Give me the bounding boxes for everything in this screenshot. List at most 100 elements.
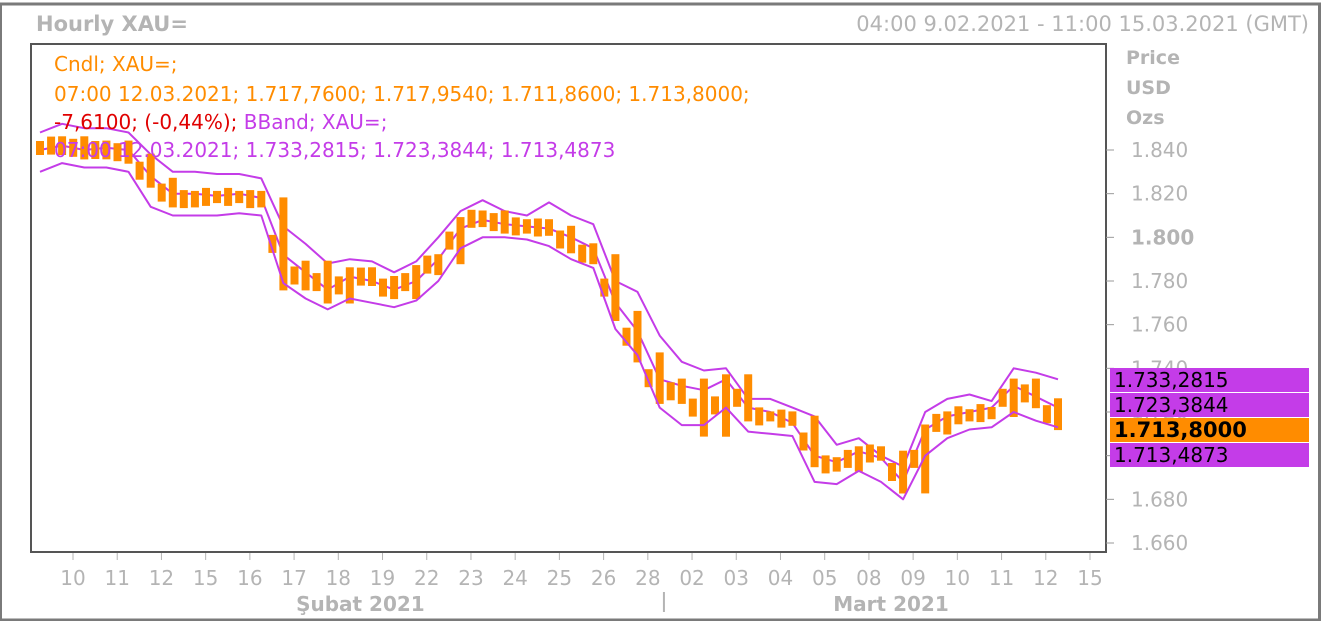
candle (733, 388, 742, 407)
candle-series (36, 136, 1062, 494)
y-tick-label: 1.840 (1131, 138, 1188, 162)
x-tick-label: 15 (1077, 566, 1102, 590)
candle (1054, 398, 1062, 431)
candle (777, 409, 786, 428)
candle (556, 230, 565, 249)
bband-upper-line (39, 122, 1059, 468)
x-tick-label: 22 (414, 566, 439, 590)
candle (80, 136, 89, 160)
legend-bband-values: 07:00 12.03.2021; 1.733,2815; 1.723,3844… (54, 138, 616, 162)
candle (157, 183, 166, 202)
candle (368, 267, 376, 286)
candle (179, 190, 188, 209)
candle (954, 406, 963, 425)
x-tick-label: 15 (193, 566, 218, 590)
y-tick-label: 1.680 (1131, 487, 1188, 511)
candle (334, 276, 343, 295)
x-tick-label: 08 (856, 566, 881, 590)
legend-cndl-name: Cndl; XAU=; (54, 52, 178, 76)
legend-bband-name: BBand; XAU=; (243, 110, 388, 134)
legend-change: -7,6100; (-0,44%); (54, 110, 238, 134)
candle (434, 254, 443, 276)
x-tick-label: 16 (237, 566, 262, 590)
x-tick-label: 10 (60, 566, 85, 590)
candle (699, 378, 708, 437)
candle (1042, 405, 1051, 424)
candle (412, 265, 421, 300)
x-tick-label: 25 (547, 566, 572, 590)
y-tick-label: 1.660 (1131, 531, 1188, 555)
x-tick-label: 24 (502, 566, 527, 590)
candle (998, 388, 1007, 407)
y-tick-label: 1.760 (1131, 313, 1188, 337)
candle (744, 374, 753, 422)
candle (821, 455, 830, 474)
month-label: Şubat 2021 (296, 592, 425, 616)
candle (633, 310, 642, 363)
x-tick-label: 10 (945, 566, 970, 590)
x-tick-label: 12 (1033, 566, 1058, 590)
y-tick-label: 1.820 (1131, 182, 1188, 206)
candle (711, 396, 719, 415)
candle (677, 378, 686, 404)
candle (146, 153, 155, 188)
date-range: 04:00 9.02.2021 - 11:00 15.03.2021 (GMT) (856, 12, 1309, 36)
axis-head-unit: Ozs (1126, 107, 1165, 129)
candle (224, 187, 233, 206)
bband-upper-series (39, 122, 1059, 468)
candle (622, 327, 631, 346)
candle (810, 415, 819, 468)
candle (478, 210, 487, 228)
bband-lower-series (39, 162, 1059, 501)
x-tick-label: 11 (104, 566, 129, 590)
candle (135, 161, 144, 180)
candle (69, 138, 78, 157)
x-tick-label: 28 (635, 566, 660, 590)
candle (611, 254, 620, 321)
candle (865, 444, 874, 463)
candle (1020, 384, 1029, 403)
candle (356, 267, 365, 286)
x-tick-label: 09 (900, 566, 925, 590)
candle (899, 450, 908, 494)
candle (910, 449, 919, 468)
candle (877, 446, 885, 461)
bband-lower-line (39, 162, 1059, 501)
candle (987, 407, 996, 420)
x-tick-label: 05 (812, 566, 837, 590)
candle (379, 278, 387, 297)
candle (345, 267, 354, 304)
candle (832, 457, 841, 472)
candle (655, 352, 664, 404)
candle (323, 260, 332, 304)
x-axis: 10 11 12 15 16 17 18 19 22 23 24 25 26 28 02 03 04 05 08 09… (60, 553, 1103, 616)
candle (500, 210, 509, 234)
candle (246, 190, 255, 209)
axis-head-price: Price (1126, 47, 1180, 69)
candle (113, 143, 122, 162)
candle (522, 219, 531, 234)
candle (190, 190, 199, 208)
candle (799, 432, 808, 451)
x-tick-label: 02 (679, 566, 704, 590)
candle (843, 449, 852, 468)
month-label: Mart 2021 (833, 592, 948, 616)
candle (279, 197, 288, 291)
candle (202, 187, 210, 206)
candle (489, 213, 498, 232)
candle (456, 217, 465, 265)
x-tick-label: 03 (724, 566, 749, 590)
candle (567, 225, 576, 254)
last-price-tag: 1.713,8000 (1110, 418, 1309, 442)
candle (423, 255, 432, 274)
candle (545, 219, 553, 236)
legend-change-row: -7,6100; (-0,44%); BBand; XAU=; (54, 110, 387, 134)
x-tick-label: 18 (326, 566, 351, 590)
candle (755, 407, 764, 426)
candle (390, 276, 399, 300)
axis-head-currency: USD (1126, 77, 1171, 99)
candle (688, 398, 697, 417)
candle (788, 411, 797, 426)
x-tick-label: 11 (989, 566, 1014, 590)
